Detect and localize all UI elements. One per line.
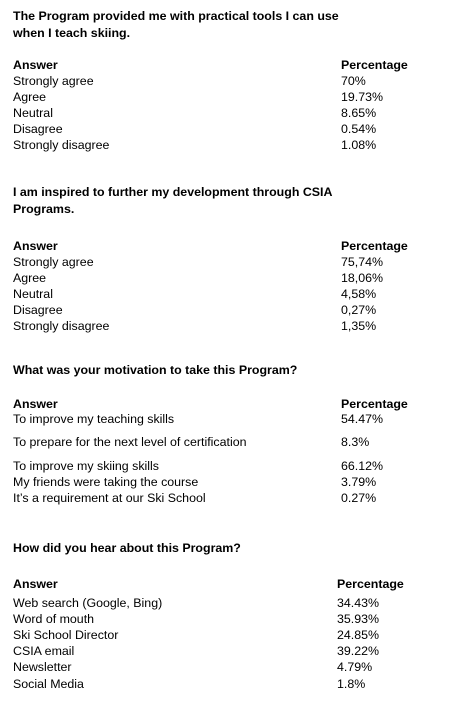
answer-cell: Neutral	[13, 106, 53, 120]
percentage-cell: 34.43%	[337, 596, 380, 610]
answer-cell: To prepare for the next level of certifi…	[13, 435, 247, 449]
answer-cell: Strongly agree	[13, 255, 94, 269]
question-title: What was your motivation to take this Pr…	[13, 363, 298, 377]
answer-cell: It’s a requirement at our Ski School	[13, 491, 206, 505]
percentage-cell: 3.79%	[341, 475, 377, 489]
percentage-cell: 70%	[341, 74, 366, 88]
answer-cell: Disagree	[13, 122, 63, 136]
percentage-column-header: Percentage	[341, 58, 408, 72]
answer-cell: Strongly disagree	[13, 138, 110, 152]
percentage-cell: 8.65%	[341, 106, 377, 120]
percentage-cell: 0,27%	[341, 303, 377, 317]
answer-cell: Strongly disagree	[13, 319, 110, 333]
answer-cell: Web search (Google, Bing)	[13, 596, 163, 610]
answer-column-header: Answer	[13, 577, 58, 591]
answer-cell: CSIA email	[13, 644, 75, 658]
percentage-cell: 4,58%	[341, 287, 377, 301]
percentage-column-header: Percentage	[341, 239, 408, 253]
question-title: I am inspired to further my development …	[13, 185, 332, 216]
percentage-cell: 1.8%	[337, 677, 366, 691]
percentage-cell: 54.47%	[341, 412, 384, 426]
answer-column-header: Answer	[13, 58, 58, 72]
answer-cell: To improve my teaching skills	[13, 412, 175, 426]
percentage-cell: 18,06%	[341, 271, 384, 285]
percentage-cell: 24.85%	[337, 628, 380, 642]
answer-cell: Word of mouth	[13, 612, 95, 626]
answer-cell: Newsletter	[13, 660, 72, 674]
answer-column-header: Answer	[13, 239, 58, 253]
answer-cell: Social Media	[13, 677, 84, 691]
percentage-cell: 1,35%	[341, 319, 377, 333]
percentage-cell: 8.3%	[341, 435, 370, 449]
percentage-cell: 19.73%	[341, 90, 384, 104]
percentage-cell: 35.93%	[337, 612, 380, 626]
question-title: The Program provided me with practical t…	[13, 9, 339, 40]
percentage-cell: 66.12%	[341, 459, 384, 473]
percentage-column-header: Percentage	[337, 577, 404, 591]
answer-column-header: Answer	[13, 397, 58, 411]
answer-cell: To improve my skiing skills	[13, 459, 159, 473]
answer-cell: Agree	[13, 90, 47, 104]
answer-cell: My friends were taking the course	[13, 475, 199, 489]
answer-cell: Agree	[13, 271, 47, 285]
percentage-column-header: Percentage	[341, 397, 408, 411]
percentage-cell: 1.08%	[341, 138, 377, 152]
percentage-cell: 39.22%	[337, 644, 380, 658]
answer-cell: Ski School Director	[13, 628, 119, 642]
percentage-cell: 75,74%	[341, 255, 384, 269]
question-title: How did you hear about this Program?	[13, 541, 241, 555]
percentage-cell: 0.54%	[341, 122, 377, 136]
percentage-cell: 4.79%	[337, 660, 373, 674]
answer-cell: Strongly agree	[13, 74, 94, 88]
answer-cell: Neutral	[13, 287, 53, 301]
answer-cell: Disagree	[13, 303, 63, 317]
percentage-cell: 0.27%	[341, 491, 377, 505]
